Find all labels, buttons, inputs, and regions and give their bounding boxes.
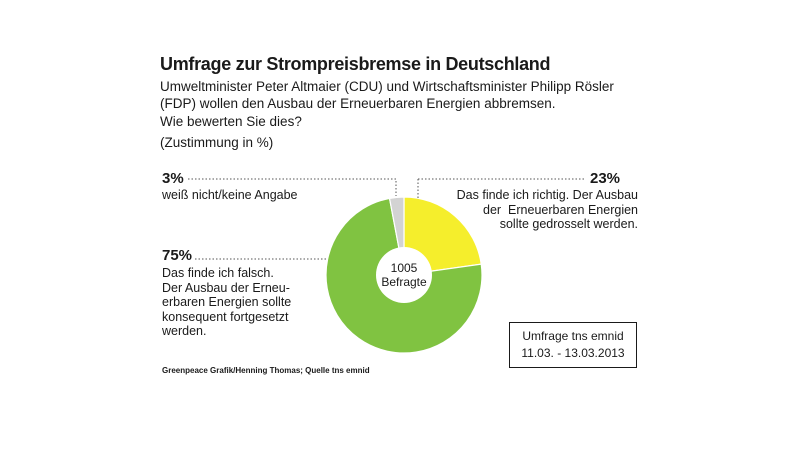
survey-info-line-1: Umfrage tns emnid [522, 329, 624, 343]
subtitle-line-1: Umweltminister Peter Altmaier (CDU) und … [160, 79, 614, 94]
center-label-text: Befragte [381, 275, 427, 289]
center-label-count: 1005 [391, 261, 418, 275]
source-credit: Greenpeace Grafik/Henning Thomas; Quelle… [162, 366, 370, 375]
desc-falsch: Das finde ich falsch. Der Ausbau der Ern… [162, 266, 292, 338]
desc-richtig: Das finde ich richtig. Der Ausbau der Er… [456, 188, 638, 231]
donut-hole [376, 247, 432, 303]
chart-title: Umfrage zur Strompreisbremse in Deutschl… [160, 54, 551, 74]
value-label-richtig: 23% [590, 170, 621, 187]
subtitle-line-2: (FDP) wollen den Ausbau der Erneuerbaren… [160, 96, 556, 111]
value-label-falsch: 75% [162, 247, 193, 264]
leader-line-weiss-nicht [188, 178, 397, 196]
survey-info-box: Umfrage tns emnid 11.03. - 13.03.2013 [509, 322, 637, 368]
question: Wie bewerten Sie dies? [160, 114, 302, 129]
survey-info-line-2: 11.03. - 13.03.2013 [521, 346, 625, 360]
desc-weiss-nicht: weiß nicht/keine Angabe [162, 188, 298, 202]
value-label-weiss-nicht: 3% [162, 170, 184, 187]
unit-label: (Zustimmung in %) [160, 135, 274, 150]
